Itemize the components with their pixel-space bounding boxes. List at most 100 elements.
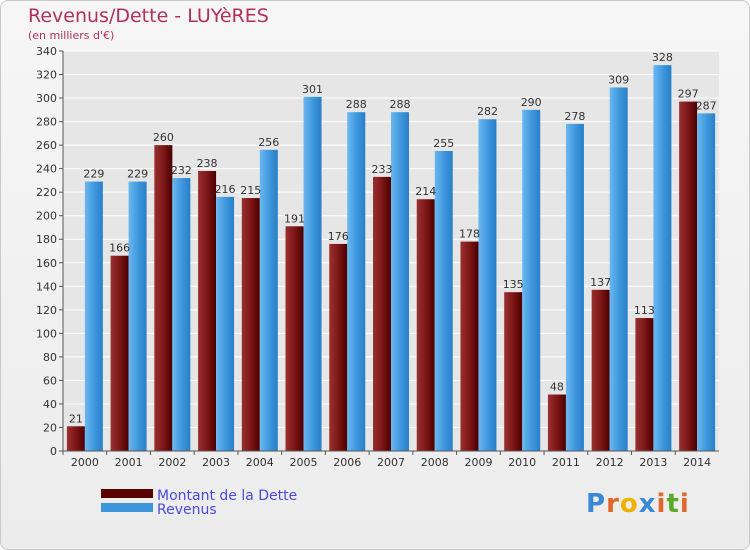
bar-revenus-2003 xyxy=(216,196,235,451)
chart-subtitle: (en milliers d'€) xyxy=(28,29,115,42)
bar-revenus-2002 xyxy=(172,178,191,451)
x-tick-label: 2001 xyxy=(115,456,143,469)
bar-revenus-2001 xyxy=(128,181,147,451)
x-tick-label: 2011 xyxy=(552,456,580,469)
bar-dette-2002 xyxy=(154,145,173,451)
proxiti-logo: Proxiti xyxy=(586,489,690,519)
y-tick-label: 180 xyxy=(36,233,57,246)
legend-label-dette: Montant de la Dette xyxy=(157,488,297,504)
logo-letter: t xyxy=(666,489,680,519)
y-tick-label: 200 xyxy=(36,210,57,223)
bar-dette-2006 xyxy=(329,243,348,451)
bar-dette-2000 xyxy=(66,426,85,451)
data-label-dette-2010: 135 xyxy=(503,278,524,291)
data-label-revenus-2008: 255 xyxy=(433,137,454,150)
bar-revenus-2006 xyxy=(347,112,366,452)
y-tick-label: 240 xyxy=(36,163,57,176)
y-tick-label: 260 xyxy=(36,139,57,152)
bar-dette-2004 xyxy=(241,198,260,451)
bar-revenus-2009 xyxy=(478,119,497,451)
bar-dette-2011 xyxy=(547,394,566,451)
y-tick-label: 140 xyxy=(36,280,57,293)
data-label-dette-2004: 215 xyxy=(240,184,261,197)
bar-revenus-2008 xyxy=(434,151,453,451)
chart-title: Revenus/Dette - LUYèRES xyxy=(28,5,269,27)
y-tick-label: 40 xyxy=(43,398,57,411)
x-tick-label: 2009 xyxy=(464,456,492,469)
data-label-revenus-2014: 287 xyxy=(696,99,717,112)
y-tick-label: 160 xyxy=(36,257,57,270)
data-label-dette-2003: 238 xyxy=(197,157,218,170)
data-label-dette-2005: 191 xyxy=(284,212,305,225)
legend-label-revenus: Revenus xyxy=(157,502,217,518)
data-label-dette-2011: 48 xyxy=(550,381,564,394)
x-tick-label: 2013 xyxy=(639,456,667,469)
data-label-revenus-2009: 282 xyxy=(477,105,498,118)
bar-dette-2003 xyxy=(198,171,217,451)
logo-letter: P xyxy=(586,489,607,519)
data-label-revenus-2013: 328 xyxy=(652,51,673,64)
logo-letter: i xyxy=(679,489,690,519)
data-label-dette-2013: 113 xyxy=(634,304,655,317)
data-label-revenus-2005: 301 xyxy=(302,83,323,96)
data-label-dette-2000: 21 xyxy=(69,412,83,425)
bar-dette-2010 xyxy=(504,292,523,451)
data-label-revenus-2006: 288 xyxy=(346,98,367,111)
y-tick-label: 280 xyxy=(36,116,57,129)
data-label-revenus-2002: 232 xyxy=(171,164,192,177)
bar-revenus-2010 xyxy=(522,109,541,451)
y-tick-label: 220 xyxy=(36,186,57,199)
data-label-dette-2008: 214 xyxy=(415,185,436,198)
bar-dette-2012 xyxy=(591,289,610,451)
y-tick-label: 320 xyxy=(36,69,57,82)
data-label-dette-2002: 260 xyxy=(153,131,174,144)
x-tick-label: 2008 xyxy=(421,456,449,469)
bar-dette-2005 xyxy=(285,226,304,451)
data-label-dette-2014: 297 xyxy=(678,88,699,101)
data-label-revenus-2011: 278 xyxy=(564,110,585,123)
y-tick-label: 80 xyxy=(43,351,57,364)
bar-dette-2008 xyxy=(416,199,435,451)
bar-dette-2001 xyxy=(110,255,129,451)
bar-revenus-2004 xyxy=(259,149,278,451)
x-tick-label: 2010 xyxy=(508,456,536,469)
x-tick-label: 2003 xyxy=(202,456,230,469)
data-label-revenus-2012: 309 xyxy=(608,73,629,86)
bar-revenus-2012 xyxy=(609,87,628,452)
data-label-dette-2006: 176 xyxy=(328,230,349,243)
y-tick-label: 20 xyxy=(43,421,57,434)
legend-swatch-revenus xyxy=(101,503,153,512)
y-tick-label: 60 xyxy=(43,374,57,387)
bar-revenus-2013 xyxy=(653,65,672,451)
x-tick-label: 2004 xyxy=(246,456,274,469)
logo-letter: r xyxy=(606,489,620,519)
logo-letter: x xyxy=(638,489,657,519)
data-label-dette-2007: 233 xyxy=(372,163,393,176)
x-tick-label: 2007 xyxy=(377,456,405,469)
bar-dette-2007 xyxy=(373,176,391,451)
data-label-revenus-2000: 229 xyxy=(83,168,104,181)
data-label-revenus-2010: 290 xyxy=(521,96,542,109)
data-label-revenus-2001: 229 xyxy=(127,168,148,181)
bar-dette-2013 xyxy=(635,318,654,451)
logo-letter: i xyxy=(656,489,667,519)
data-label-revenus-2004: 256 xyxy=(258,136,279,149)
y-tick-label: 100 xyxy=(36,327,57,340)
logo-letter: o xyxy=(619,489,639,519)
data-label-dette-2001: 166 xyxy=(109,242,130,255)
x-tick-label: 2000 xyxy=(71,456,99,469)
data-label-revenus-2007: 288 xyxy=(390,98,411,111)
x-tick-label: 2002 xyxy=(158,456,186,469)
data-label-dette-2012: 137 xyxy=(590,276,611,289)
x-tick-label: 2005 xyxy=(290,456,318,469)
bar-revenus-2000 xyxy=(84,181,103,451)
data-label-dette-2009: 178 xyxy=(459,228,480,241)
bar-revenus-2011 xyxy=(565,123,584,452)
bar-revenus-2014 xyxy=(697,113,716,452)
y-tick-label: 0 xyxy=(50,445,57,458)
y-tick-label: 300 xyxy=(36,92,57,105)
bar-dette-2014 xyxy=(679,101,698,452)
x-tick-label: 2006 xyxy=(333,456,361,469)
